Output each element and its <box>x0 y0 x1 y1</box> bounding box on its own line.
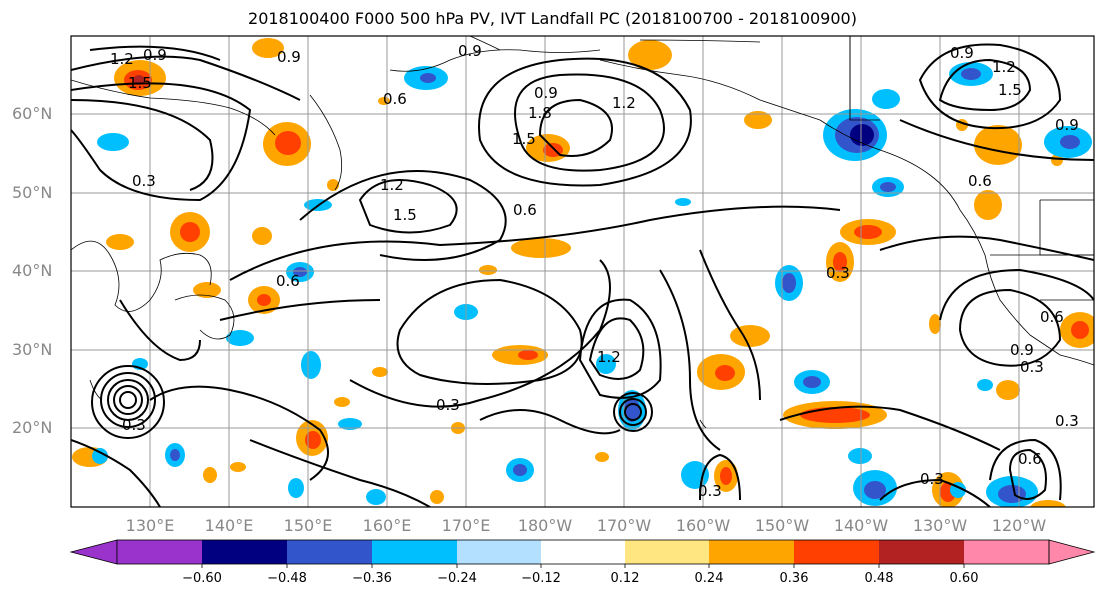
lon-label: 170°E <box>441 516 491 535</box>
colorbar-segment <box>202 540 287 564</box>
colorbar-tick-label: 0.60 <box>949 571 979 586</box>
lon-label: 150°W <box>754 516 810 535</box>
lat-label-50n: 50°N <box>12 183 53 202</box>
colorbar-tick-label: 0.36 <box>779 571 809 586</box>
lon-label: 160°E <box>362 516 412 535</box>
colorbar-tick-label: −0.12 <box>521 571 561 586</box>
contour-label: 0.9 <box>1055 116 1079 134</box>
colorbar-extend-low <box>69 539 118 565</box>
contour-label: 1.2 <box>612 94 636 112</box>
contour-label: 0.6 <box>383 90 407 108</box>
lon-label: 120°W <box>991 516 1047 535</box>
colorbar-tick-label: 0.24 <box>694 571 724 586</box>
map-frame <box>70 35 1095 508</box>
pv-contours <box>71 43 1094 507</box>
lon-label: 170°W <box>596 516 652 535</box>
colorbar-segment <box>709 540 794 564</box>
contour-label: 0.9 <box>534 84 558 102</box>
colorbar-extend-high <box>1048 539 1096 565</box>
contour-label: 0.6 <box>968 172 992 190</box>
lat-label-20n: 20°N <box>12 418 53 437</box>
colorbar-segment <box>117 540 202 564</box>
contour-label: 1.2 <box>380 176 404 194</box>
colorbar-segment <box>964 540 1049 564</box>
contour-label: 1.5 <box>128 74 152 92</box>
contour-label: 0.9 <box>277 48 301 66</box>
colorbar-segment <box>457 540 541 564</box>
contour-label: 0.3 <box>920 470 944 488</box>
colorbar-tick-label: 0.48 <box>864 571 894 586</box>
colorbar-tick-label: −0.36 <box>352 571 392 586</box>
contour-label: 1.5 <box>512 130 536 148</box>
contour-label: 0.6 <box>1018 450 1042 468</box>
lon-label: 140°W <box>833 516 889 535</box>
contour-labels: 1.2 0.9 1.5 0.9 0.6 0.9 1.8 1.2 1.5 0.9 … <box>110 42 1079 500</box>
contour-label: 1.5 <box>393 206 417 224</box>
lon-label: 150°E <box>283 516 333 535</box>
contour-label: 0.3 <box>1055 412 1079 430</box>
colorbar-segment <box>625 540 709 564</box>
lon-label: 160°W <box>675 516 731 535</box>
lon-label: 130°W <box>912 516 968 535</box>
contour-label: 0.3 <box>122 416 146 434</box>
colorbar-segment <box>287 540 372 564</box>
graticule <box>71 36 1094 507</box>
lon-label: 180°W <box>517 516 573 535</box>
contour-label: 1.5 <box>998 81 1022 99</box>
contour-label: 0.3 <box>1020 358 1044 376</box>
map-title: 2018100400 F000 500 hPa PV, IVT Landfall… <box>248 9 857 28</box>
contour-label: 0.3 <box>698 482 722 500</box>
contour-label: 0.3 <box>436 396 460 414</box>
colorbar-tick-label: 0.12 <box>610 571 640 586</box>
north-america-border <box>849 36 1094 256</box>
contour-label: 0.6 <box>513 201 537 219</box>
contour-label: 0.9 <box>950 44 974 62</box>
colorbar-segment <box>372 540 457 564</box>
contour-label: 0.9 <box>458 42 482 60</box>
colorbar-segment <box>541 540 625 564</box>
contour-label: 0.3 <box>132 172 156 190</box>
colorbar-segment <box>879 540 964 564</box>
contour-label: 1.2 <box>597 348 621 366</box>
colorbar-tick-label: −0.48 <box>267 571 307 586</box>
lat-label-40n: 40°N <box>12 261 53 280</box>
colorbar-tick-label: −0.60 <box>182 571 222 586</box>
contour-label: 0.6 <box>1040 308 1064 326</box>
contour-label: 0.3 <box>826 264 850 282</box>
lat-label-30n: 30°N <box>12 340 53 359</box>
contour-label: 0.9 <box>143 46 167 64</box>
contour-label: 1.2 <box>110 50 134 68</box>
contour-label: 0.6 <box>276 272 300 290</box>
contour-label: 1.2 <box>992 58 1016 76</box>
lon-label: 130°E <box>125 516 175 535</box>
lon-label: 140°E <box>204 516 254 535</box>
colorbar-tick-label: −0.24 <box>437 571 477 586</box>
colorbar-outline <box>116 539 1050 565</box>
colorbar <box>69 539 1096 568</box>
contour-label: 0.9 <box>1010 341 1034 359</box>
contour-label: 1.8 <box>528 104 552 122</box>
colorbar-segment <box>794 540 879 564</box>
lat-label-60n: 60°N <box>12 104 53 123</box>
